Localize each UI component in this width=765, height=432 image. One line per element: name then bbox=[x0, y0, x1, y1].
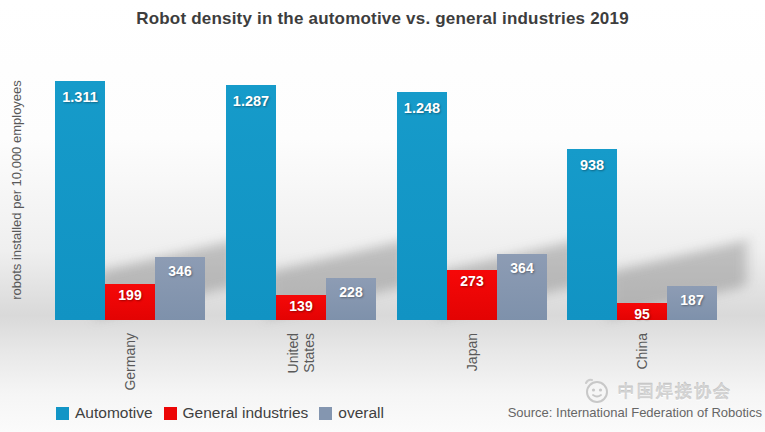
bar-value-label: 1.287 bbox=[226, 93, 276, 109]
bar-value-label: 139 bbox=[276, 298, 326, 314]
watermark: 中国焊接协会 bbox=[580, 378, 732, 404]
x-axis-label-japan: Japan bbox=[464, 333, 480, 432]
bar-group-united-states: 1.287 139228 bbox=[226, 80, 376, 320]
source-text: Source: International Federation of Robo… bbox=[508, 405, 762, 420]
bar-value-label: 187 bbox=[667, 292, 717, 308]
bar-value-label: 938 bbox=[567, 157, 617, 173]
legend-label: General industries bbox=[183, 404, 309, 422]
legend-item-general-industries: General industries bbox=[164, 404, 309, 422]
bar-value-label: 346 bbox=[155, 263, 205, 279]
bar-value-label: 228 bbox=[326, 284, 376, 300]
bar-value-label: 95 bbox=[617, 306, 667, 322]
watermark-text: 中国焊接协会 bbox=[618, 380, 732, 403]
legend-item-automotive: Automotive bbox=[56, 404, 153, 422]
bar-general-industries-united-states: 139 bbox=[276, 295, 326, 320]
legend-swatch bbox=[56, 407, 69, 420]
welding-association-logo-icon bbox=[580, 378, 612, 404]
bar-value-label: 199 bbox=[105, 287, 155, 303]
bar-value-label: 364 bbox=[497, 260, 547, 276]
bar-automotive-germany: 1.311 bbox=[55, 81, 105, 320]
bar-overall-united-states: 228 bbox=[326, 278, 376, 320]
bar-value-label: 1.311 bbox=[55, 89, 105, 105]
bar-overall-japan: 364 bbox=[497, 254, 547, 320]
legend: Automotive General industries overall bbox=[56, 404, 395, 422]
bar-automotive-china: 938 bbox=[567, 149, 617, 320]
legend-swatch bbox=[319, 407, 332, 420]
bar-general-industries-germany: 199 bbox=[105, 284, 155, 320]
bar-group-germany: 1.311 199346 bbox=[55, 80, 205, 320]
bar-group-china: 938 95187 bbox=[567, 80, 717, 320]
bar-overall-china: 187 bbox=[667, 286, 717, 320]
chart-canvas: Robot density in the automotive vs. gene… bbox=[0, 0, 765, 432]
bar-automotive-japan: 1.248 bbox=[397, 92, 447, 320]
plot-area: 1.311 199346 1.287 139228 1.248 273364 938 9518… bbox=[55, 80, 718, 320]
bar-value-label: 273 bbox=[447, 273, 497, 289]
bar-value-label: 1.248 bbox=[397, 100, 447, 116]
bar-automotive-united-states: 1.287 bbox=[226, 85, 276, 320]
chart-title: Robot density in the automotive vs. gene… bbox=[0, 9, 765, 29]
y-axis-label: robots installed per 10,000 employees bbox=[9, 40, 25, 340]
bar-group-japan: 1.248 273364 bbox=[397, 80, 547, 320]
legend-swatch bbox=[164, 407, 177, 420]
bar-general-industries-china: 95 bbox=[617, 303, 667, 320]
legend-item-overall: overall bbox=[319, 404, 384, 422]
bar-general-industries-japan: 273 bbox=[447, 270, 497, 320]
legend-label: Automotive bbox=[75, 404, 153, 422]
legend-label: overall bbox=[338, 404, 384, 422]
bar-overall-germany: 346 bbox=[155, 257, 205, 320]
